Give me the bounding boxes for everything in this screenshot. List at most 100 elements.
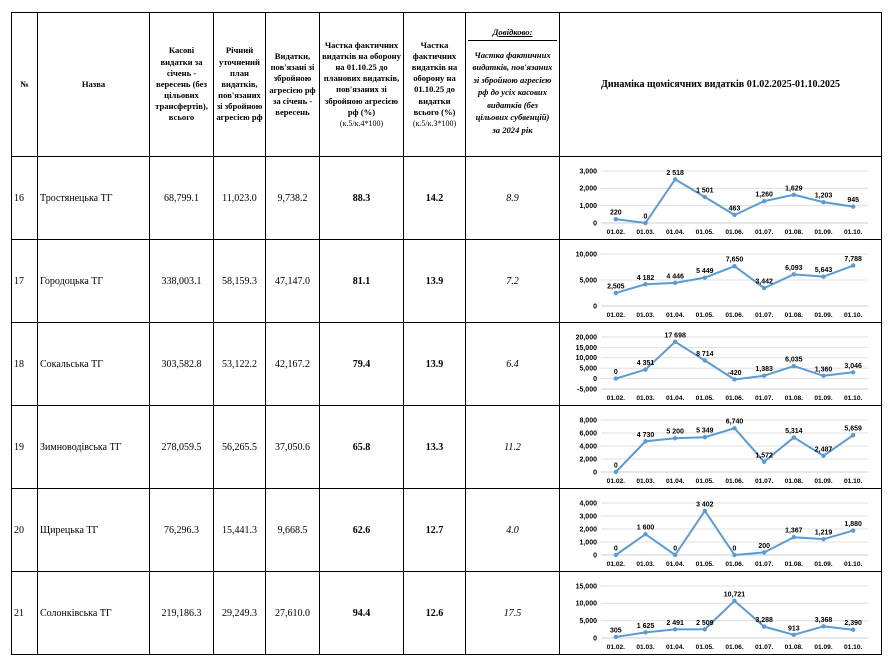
cell-dynamics-chart: -5,000 0 5,000 10,000 15,000 20,000 01.02. 01.0… <box>559 322 882 406</box>
header-row: № Назва Касові видатки за січень - верес… <box>11 12 882 157</box>
svg-text:2,505: 2,505 <box>607 283 625 290</box>
cell-expend: 27,610.0 <box>265 571 320 655</box>
col-header-expend: Видатки, пов'язані зі збройною агресією … <box>265 12 320 157</box>
svg-text:0: 0 <box>643 214 647 221</box>
svg-text:1 625: 1 625 <box>636 623 654 630</box>
svg-text:01.09.: 01.09. <box>814 312 833 319</box>
col-header-cash: Касові видатки за січень - вересень (без… <box>149 12 214 157</box>
svg-text:0: 0 <box>732 546 736 553</box>
cell-dynamics-chart: 0 5,000 10,000 01.02. 01.03. 01.04. 01.05. 01.0… <box>559 239 882 323</box>
svg-text:01.06.: 01.06. <box>725 478 744 485</box>
svg-text:2 509: 2 509 <box>696 620 714 627</box>
svg-text:3,000: 3,000 <box>579 513 597 520</box>
cell-share-plan: 94.4 <box>319 571 404 655</box>
svg-text:5,000: 5,000 <box>579 277 597 284</box>
svg-text:01.06.: 01.06. <box>725 395 744 402</box>
svg-text:01.05.: 01.05. <box>695 395 714 402</box>
cell-plan: 11,023.0 <box>213 156 266 240</box>
cell-num: 21 <box>11 571 38 655</box>
cell-share-plan: 88.3 <box>319 156 404 240</box>
monthly-dynamics-chart: 0 5,000 10,000 15,000 01.02. 01.03. 01.04. 01.0… <box>564 573 878 653</box>
svg-text:01.02.: 01.02. <box>606 644 625 651</box>
svg-text:01.02.: 01.02. <box>606 561 625 568</box>
svg-text:15,000: 15,000 <box>575 345 597 352</box>
svg-text:2 491: 2 491 <box>666 620 684 627</box>
svg-text:5,314: 5,314 <box>785 428 803 435</box>
svg-text:20,000: 20,000 <box>575 334 597 341</box>
svg-text:945: 945 <box>847 197 859 204</box>
defense-expenditures-table: № Назва Касові видатки за січень - верес… <box>11 12 882 655</box>
svg-text:7,650: 7,650 <box>725 257 743 264</box>
svg-text:6,000: 6,000 <box>579 430 597 437</box>
svg-text:1,000: 1,000 <box>579 539 597 546</box>
cell-cash: 76,296.3 <box>149 488 214 572</box>
svg-text:4 182: 4 182 <box>636 275 654 282</box>
svg-text:01.08.: 01.08. <box>784 229 803 236</box>
svg-text:01.03.: 01.03. <box>636 229 655 236</box>
svg-text:1 501: 1 501 <box>696 187 714 194</box>
svg-text:1,383: 1,383 <box>755 366 773 373</box>
cell-share-total: 13.9 <box>403 239 466 323</box>
cell-name: Солонківська ТГ <box>37 571 150 655</box>
svg-text:01.07.: 01.07. <box>754 395 773 402</box>
cell-cash: 338,003.1 <box>149 239 214 323</box>
svg-text:5 449: 5 449 <box>696 268 714 275</box>
reference-text: Частка фактичних видатків, пов'язаних зі… <box>472 49 553 135</box>
svg-text:01.10.: 01.10. <box>843 229 862 236</box>
cell-ref-2024: 6.4 <box>465 322 560 406</box>
svg-text:6,035: 6,035 <box>785 357 803 364</box>
svg-text:220: 220 <box>609 210 621 217</box>
monthly-dynamics-chart: 0 2,000 4,000 6,000 8,000 01.02. 01.03. 01.04. 0… <box>564 407 878 487</box>
svg-text:0: 0 <box>613 546 617 553</box>
svg-text:1,219: 1,219 <box>814 530 832 537</box>
cell-share-plan: 62.6 <box>319 488 404 572</box>
svg-text:01.09.: 01.09. <box>814 561 833 568</box>
svg-text:2,390: 2,390 <box>844 620 862 627</box>
svg-text:01.04.: 01.04. <box>665 395 684 402</box>
svg-text:01.09.: 01.09. <box>814 229 833 236</box>
svg-text:10,000: 10,000 <box>575 601 597 608</box>
cell-expend: 47,147.0 <box>265 239 320 323</box>
cell-plan: 29,249.3 <box>213 571 266 655</box>
svg-text:3 402: 3 402 <box>696 501 714 508</box>
svg-text:10,000: 10,000 <box>575 251 597 258</box>
svg-text:01.05.: 01.05. <box>695 561 714 568</box>
svg-text:3,046: 3,046 <box>844 363 862 370</box>
col-header-reference: Довідково: Частка фактичних видатків, по… <box>465 12 560 157</box>
table-row: 19 Зимноводівська ТГ 278,059.5 56,265.5 … <box>11 405 882 489</box>
svg-text:01.03.: 01.03. <box>636 395 655 402</box>
cell-ref-2024: 4.0 <box>465 488 560 572</box>
svg-text:01.03.: 01.03. <box>636 644 655 651</box>
cell-expend: 9,738.2 <box>265 156 320 240</box>
cell-dynamics-chart: 0 1,000 2,000 3,000 4,000 01.02. 01.03. 01.04. 0… <box>559 488 882 572</box>
cell-ref-2024: 11.2 <box>465 405 560 489</box>
svg-text:15,000: 15,000 <box>575 583 597 590</box>
svg-text:8,000: 8,000 <box>579 417 597 424</box>
svg-text:01.07.: 01.07. <box>754 312 773 319</box>
col-header-share-plan-text: Частка фактичних видатків на оборону на … <box>322 39 401 117</box>
cell-plan: 15,441.3 <box>213 488 266 572</box>
svg-text:2,000: 2,000 <box>579 186 597 193</box>
cell-cash: 303,582.8 <box>149 322 214 406</box>
svg-text:10,000: 10,000 <box>575 355 597 362</box>
cell-expend: 9,668.5 <box>265 488 320 572</box>
svg-text:6,093: 6,093 <box>785 265 803 272</box>
cell-dynamics-chart: 0 2,000 4,000 6,000 8,000 01.02. 01.03. 01.04. 0… <box>559 405 882 489</box>
svg-text:01.08.: 01.08. <box>784 478 803 485</box>
cell-name: Щирецька ТГ <box>37 488 150 572</box>
svg-text:01.07.: 01.07. <box>754 229 773 236</box>
svg-text:01.08.: 01.08. <box>784 395 803 402</box>
svg-text:01.09.: 01.09. <box>814 395 833 402</box>
svg-text:913: 913 <box>787 625 799 632</box>
col-header-dynamics: Динаміка щомісячних видатків 01.02.2025-… <box>559 12 882 157</box>
svg-text:01.06.: 01.06. <box>725 644 744 651</box>
table-row: 20 Щирецька ТГ 76,296.3 15,441.3 9,668.5… <box>11 488 882 572</box>
svg-text:0: 0 <box>613 369 617 376</box>
svg-text:2,487: 2,487 <box>814 446 832 453</box>
col-header-share-total: Частка фактичних видатків на оборону на … <box>403 12 466 157</box>
svg-text:01.09.: 01.09. <box>814 644 833 651</box>
cell-share-total: 14.2 <box>403 156 466 240</box>
monthly-dynamics-chart: -5,000 0 5,000 10,000 15,000 20,000 01.02. 01.0… <box>564 324 878 404</box>
svg-text:01.03.: 01.03. <box>636 478 655 485</box>
svg-text:0: 0 <box>593 552 597 559</box>
